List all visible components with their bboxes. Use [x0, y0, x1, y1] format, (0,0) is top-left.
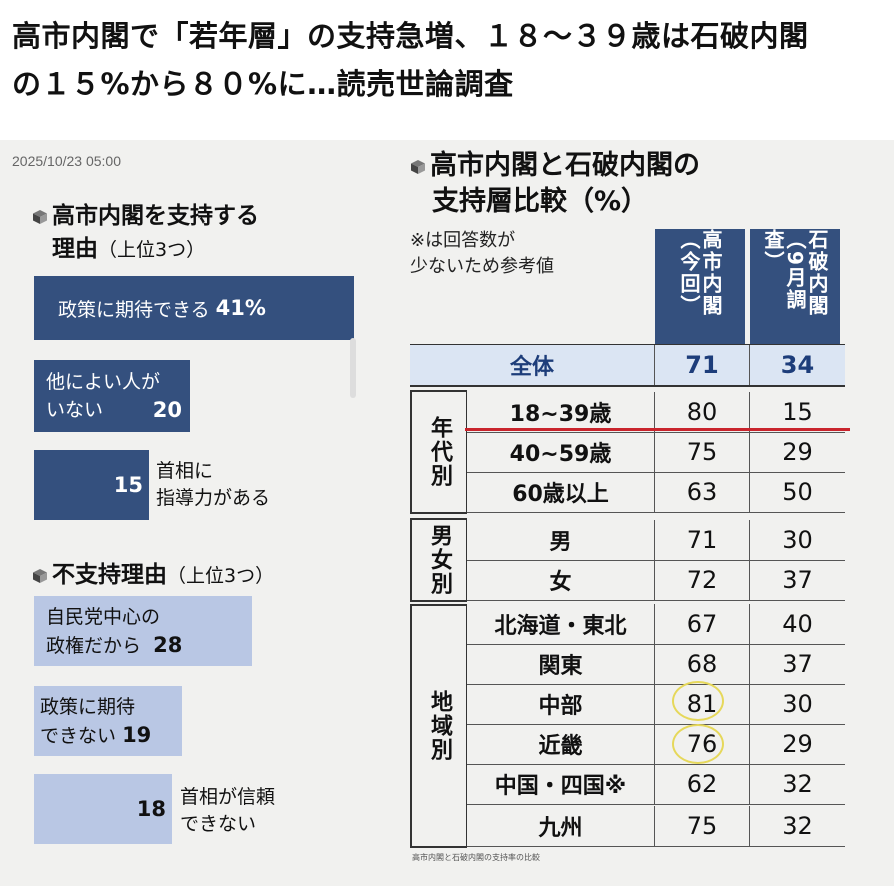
comparison-title: 高市内閣と石破内閣の 支持層比較（%） [410, 148, 700, 220]
support-bar-1: 政策に期待できる 41% [34, 276, 354, 340]
nonsupport-bar-1: 自民党中心の 政権だから 28 [34, 596, 252, 666]
row-label: 男 [467, 520, 655, 560]
cube-icon [33, 568, 47, 583]
highlight-circle-kinki [672, 724, 724, 764]
timestamp: 2025/10/23 05:00 [12, 153, 121, 169]
nonsupport-reasons-title: 不支持理由（上位3つ） [32, 559, 274, 592]
ishiba-value: 32 [782, 770, 813, 798]
takaichi-value: 71 [655, 520, 750, 560]
takaichi-value: 63 [655, 472, 750, 512]
takaichi-value: 80 [655, 392, 750, 432]
row-label: 中部 [467, 684, 655, 724]
takaichi-value: 72 [655, 560, 750, 600]
column-header-takaichi: 高市内閣（今回） [655, 229, 745, 344]
row-label: 全体 [410, 345, 655, 385]
row-label: 近畿 [467, 724, 655, 764]
takaichi-value: 67 [655, 604, 750, 644]
cube-icon [411, 159, 425, 174]
ishiba-value: 32 [782, 812, 813, 840]
table-row: 40~59歳 75 29 [467, 432, 845, 473]
table-row: 近畿 76 29 [467, 724, 845, 765]
table-row: 男 71 30 [467, 520, 845, 561]
column-header-ishiba: 石破内閣（9月調査） [750, 229, 840, 344]
row-label: 40~59歳 [467, 432, 655, 472]
highlight-circle-chubu [672, 681, 724, 721]
ishiba-value: 37 [782, 650, 813, 678]
ishiba-value: 29 [782, 438, 813, 466]
article-headline: 高市内閣で「若年層」の支持急増、１８〜３９歳は石破内閣 の１５%から８０%に…読… [12, 12, 882, 108]
row-label: 女 [467, 560, 655, 600]
group-region: 地域別 [410, 604, 467, 848]
row-label: 九州 [467, 806, 655, 846]
table-row: 18~39歳 80 15 [467, 392, 845, 433]
nonsupport-bar-3-label: 首相が信頼 できない [180, 786, 276, 835]
table-row: 九州 75 32 [467, 806, 845, 847]
headline-line-2: の１５%から８０%に…読売世論調査 [12, 67, 514, 101]
highlight-underline [465, 428, 850, 431]
takaichi-value: 75 [655, 432, 750, 472]
caption: 高市内閣と石破内閣の支持率の比較 [412, 853, 540, 862]
ishiba-value: 15 [782, 398, 813, 426]
nonsupport-bar-2: 政策に期待 できない 19 [34, 686, 182, 756]
takaichi-value: 75 [655, 806, 750, 846]
ishiba-value: 37 [782, 566, 813, 594]
support-reasons-title: 高市内閣を支持する [32, 200, 259, 232]
takaichi-value: 62 [655, 764, 750, 804]
comparison-table: 全体 71 34 [410, 344, 845, 387]
ishiba-value: 50 [782, 478, 813, 506]
reference-note: ※は回答数が 少ないため参考値 [410, 230, 554, 277]
row-label: 北海道・東北 [467, 604, 655, 644]
scroll-handle[interactable] [350, 338, 356, 398]
row-label: 18~39歳 [467, 392, 655, 432]
ishiba-value: 30 [782, 526, 813, 554]
takaichi-value: 68 [655, 644, 750, 684]
table-row: 女 72 37 [467, 560, 845, 601]
group-age: 年代別 [410, 390, 467, 514]
table-row: 中部 81 30 [467, 684, 845, 725]
row-label: 60歳以上 [467, 472, 655, 512]
group-gender: 男女別 [410, 518, 467, 602]
table-row-total: 全体 71 34 [410, 345, 845, 387]
row-label: 関東 [467, 644, 655, 684]
takaichi-value: 71 [655, 345, 750, 385]
table-row: 60歳以上 63 50 [467, 472, 845, 513]
headline-line-1: 高市内閣で「若年層」の支持急増、１８〜３９歳は石破内閣 [12, 19, 809, 53]
table-row: 北海道・東北 67 40 [467, 604, 845, 645]
row-label: 中国・四国※ [467, 764, 655, 804]
ishiba-value: 29 [782, 730, 813, 758]
support-bar-3: 15 [34, 450, 149, 520]
support-reasons-title-2: 理由（上位3つ） [52, 236, 206, 262]
nonsupport-bar-3: 18 [34, 774, 172, 844]
support-bar-2: 他によい人が いない 20 [34, 360, 190, 432]
ishiba-value: 40 [782, 610, 813, 638]
table-row: 中国・四国※ 62 32 [467, 764, 845, 805]
ishiba-value: 34 [780, 351, 815, 379]
support-bar-3-label: 首相に 指導力がある [156, 460, 271, 509]
table-row: 関東 68 37 [467, 644, 845, 685]
ishiba-value: 30 [782, 690, 813, 718]
cube-icon [33, 209, 47, 224]
